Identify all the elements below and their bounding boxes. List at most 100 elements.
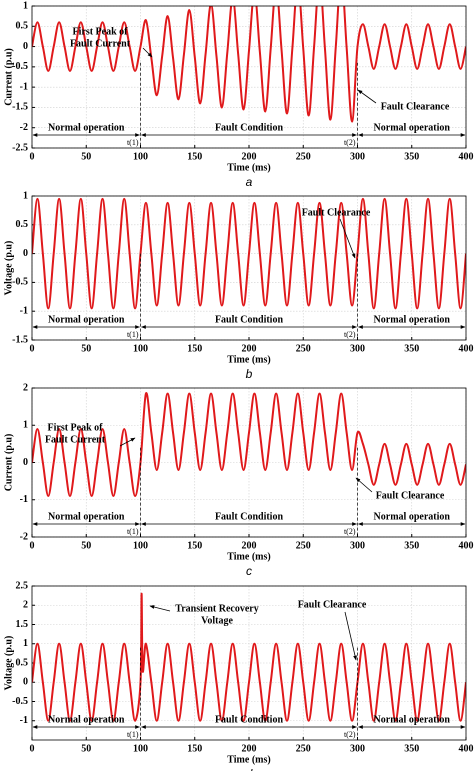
y-tick-label: -1	[20, 305, 28, 316]
y-tick-label: -0.5	[12, 696, 28, 707]
x-tick-label: 150	[187, 151, 202, 162]
x-tick-label: 350	[404, 540, 419, 551]
y-tick-label: 2.5	[16, 580, 29, 591]
x-tick-label: 400	[459, 343, 474, 354]
annotation: Fault Clearance	[381, 101, 450, 112]
caption: c	[246, 564, 252, 578]
x-tick-label: 300	[350, 743, 365, 754]
annotation-arrow	[355, 477, 373, 493]
x-tick-label: 100	[133, 343, 148, 354]
x-tick-label: 200	[242, 151, 257, 162]
y-tick-label: 0.5	[16, 219, 29, 230]
y-tick-label: -2.5	[12, 142, 28, 153]
waveform	[32, 592, 466, 722]
annotation-arrow	[142, 47, 153, 58]
x-tick-label: 150	[187, 540, 202, 551]
region-label: Normal operation	[48, 122, 125, 133]
x-tick-label: 50	[81, 540, 91, 551]
region-label: Fault Condition	[215, 714, 284, 725]
annotation: Fault Clearance	[302, 207, 371, 218]
y-axis-label: Current (p.u)	[3, 48, 14, 106]
y-tick-label: -1.5	[12, 102, 28, 113]
y-tick-label: -0.5	[12, 277, 28, 288]
y-tick-label: -2	[20, 122, 28, 133]
event-label: t(2)	[344, 730, 356, 739]
x-tick-label: 0	[30, 540, 35, 551]
region-label: Fault Condition	[215, 314, 284, 325]
x-tick-label: 0	[30, 743, 35, 754]
plot-frame	[31, 5, 467, 149]
y-tick-label: 0.5	[16, 657, 29, 668]
x-tick-label: 50	[81, 343, 91, 354]
annotation-arrow	[119, 437, 136, 447]
annotation: Voltage	[201, 615, 233, 626]
y-tick-label: 0	[23, 41, 28, 52]
annotation-arrow	[357, 89, 377, 104]
x-tick-label: 300	[350, 540, 365, 551]
x-tick-label: 350	[404, 343, 419, 354]
waveform	[32, 392, 466, 498]
annotation: Fault Clearance	[376, 490, 445, 501]
x-tick-label: 0	[30, 151, 35, 162]
plot-frame	[31, 387, 467, 538]
y-tick-label: 1	[23, 190, 28, 201]
region-label: Normal operation	[374, 122, 451, 133]
waveform	[32, 6, 466, 123]
caption: d	[246, 767, 253, 771]
y-tick-label: 1	[23, 638, 28, 649]
x-tick-label: 100	[133, 151, 148, 162]
annotation: Fault Current	[45, 434, 106, 445]
y-tick-label: 0	[23, 677, 28, 688]
x-tick-label: 50	[81, 743, 91, 754]
annotation: Transient Recovery	[175, 603, 258, 614]
panel: -2 -1 0 1 2 0 50 100 150 200 250 300 350 400 Time (ms)…	[3, 382, 473, 578]
x-tick-label: 250	[296, 540, 311, 551]
x-tick-label: 200	[242, 743, 257, 754]
x-tick-label: 300	[350, 343, 365, 354]
y-tick-label: 1.5	[16, 619, 29, 630]
panel: -1.5 -1 -0.5 0 0.5 1 0 50 100 150 200 250 300 350 400 T…	[3, 190, 473, 381]
y-tick-label: -1	[20, 494, 28, 505]
y-axis-label: Voltage (p.u)	[3, 241, 14, 296]
y-axis-label: Current (p.u)	[3, 434, 14, 492]
x-tick-label: 150	[187, 743, 202, 754]
y-tick-label: 2	[23, 382, 28, 393]
y-tick-label: -2	[20, 531, 28, 542]
x-tick-label: 350	[404, 151, 419, 162]
plot-frame	[31, 195, 467, 341]
x-tick-label: 100	[133, 540, 148, 551]
x-tick-label: 250	[296, 343, 311, 354]
y-tick-label: -0.5	[12, 61, 28, 72]
x-tick-label: 400	[459, 540, 474, 551]
x-axis-label: Time (ms)	[227, 162, 270, 173]
y-tick-label: -1.5	[12, 334, 28, 345]
y-tick-label: 0.5	[16, 21, 29, 32]
event-label: t(2)	[344, 527, 356, 536]
annotation-arrow	[149, 605, 171, 612]
panel: -2.5 -2 -1.5 -1 -0.5 0 0.5 1 0 50 100 150 200 250 300 3…	[3, 0, 473, 189]
annotation-arrow	[344, 611, 357, 661]
x-tick-label: 100	[133, 743, 148, 754]
event-label: t(2)	[344, 138, 356, 147]
region-label: Fault Condition	[215, 511, 284, 522]
plot-frame	[31, 585, 467, 741]
event-label: t(1)	[127, 138, 139, 147]
y-tick-label: 2	[23, 600, 28, 611]
x-tick-label: 250	[296, 151, 311, 162]
x-tick-label: 200	[242, 540, 257, 551]
caption: b	[246, 367, 253, 381]
x-tick-label: 0	[30, 343, 35, 354]
x-axis-label: Time (ms)	[227, 754, 270, 765]
region-label: Normal operation	[374, 314, 451, 325]
region-label: Normal operation	[374, 714, 451, 725]
x-tick-label: 50	[81, 151, 91, 162]
annotation: First Peak of	[73, 26, 129, 37]
y-tick-label: -1	[20, 81, 28, 92]
x-axis-label: Time (ms)	[227, 551, 270, 562]
y-tick-label: -1	[20, 715, 28, 726]
y-tick-label: 1	[23, 0, 28, 11]
region-label: Fault Condition	[215, 122, 284, 133]
region-label: Normal operation	[374, 511, 451, 522]
x-tick-label: 400	[459, 743, 474, 754]
